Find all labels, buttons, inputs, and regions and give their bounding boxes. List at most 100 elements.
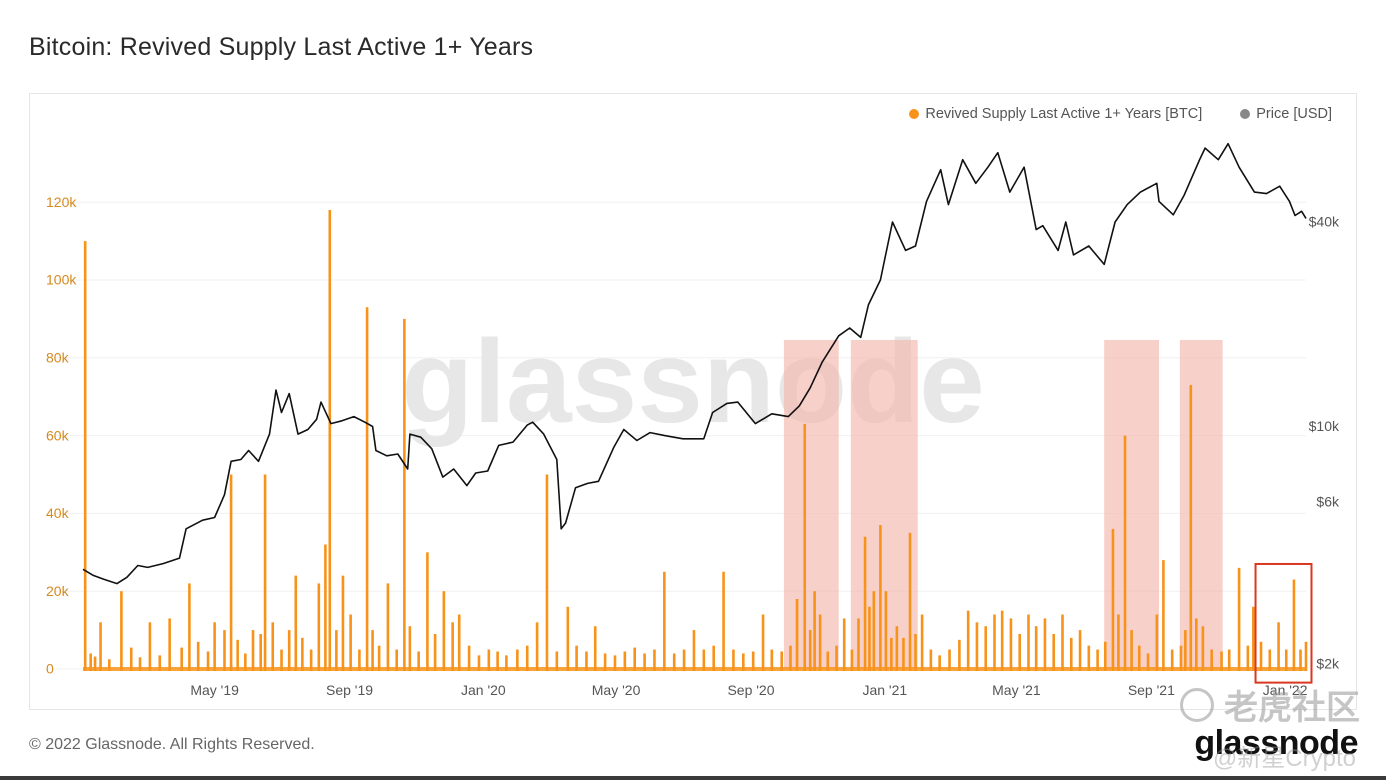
supply-bar: [857, 618, 860, 671]
supply-bar: [575, 645, 578, 671]
supply-bar: [324, 544, 327, 671]
supply-bar: [929, 649, 933, 671]
supply-bar: [158, 655, 162, 671]
supply-bar: [83, 241, 87, 671]
supply-bar: [835, 645, 838, 671]
supply-bar: [884, 591, 888, 671]
supply-bar: [1061, 614, 1064, 671]
copyright-footer: © 2022 Glassnode. All Rights Reserved.: [29, 736, 315, 753]
supply-bar: [1246, 645, 1250, 671]
left-axis-tick-label: 0: [46, 661, 54, 677]
supply-bar: [251, 630, 255, 671]
supply-bar: [213, 622, 216, 671]
supply-bar: [1069, 637, 1073, 671]
legend-item-supply[interactable]: Revived Supply Last Active 1+ Years [BTC…: [909, 106, 1202, 122]
supply-bar: [377, 645, 381, 671]
community-logo-icon: [1180, 687, 1214, 722]
left-axis-tick-label: 60k: [46, 427, 70, 443]
left-axis-tick-label: 40k: [46, 505, 70, 521]
supply-bar: [672, 653, 676, 671]
supply-bar: [487, 649, 491, 671]
supply-bar: [633, 647, 637, 671]
right-axis-tick-label: $6k: [1316, 494, 1340, 510]
legend-price-label: Price [USD]: [1256, 106, 1332, 122]
supply-bar: [1146, 653, 1150, 671]
supply-bar: [692, 630, 696, 671]
supply-bar: [984, 626, 988, 671]
supply-bar: [433, 633, 437, 671]
supply-bar: [403, 318, 406, 671]
supply-bar: [1130, 630, 1133, 671]
supply-bar: [386, 583, 390, 671]
supply-bar: [1284, 649, 1288, 671]
supply-bar: [505, 655, 508, 671]
shaded-regions: [783, 340, 1223, 669]
x-axis-tick-label: May '19: [190, 682, 239, 698]
supply-bar: [496, 651, 499, 671]
supply-bar: [585, 651, 588, 671]
supply-bar: [895, 626, 899, 671]
x-axis-tick-label: Jan '20: [461, 682, 506, 698]
left-axis-tick-label: 80k: [46, 350, 70, 366]
supply-bar: [457, 614, 461, 671]
supply-bars: [83, 209, 1308, 672]
supply-bar: [948, 649, 951, 671]
supply-bar: [1304, 641, 1308, 671]
supply-bar: [1184, 630, 1187, 671]
supply-bar: [1179, 645, 1183, 671]
supply-bar: [938, 655, 941, 671]
x-axis-tick-label: Sep '21: [1128, 682, 1175, 698]
supply-bar: [1043, 618, 1047, 671]
highlight-box: [1254, 562, 1313, 684]
supply-bar: [408, 626, 412, 671]
supply-bar: [643, 653, 646, 671]
left-axis-tick-label: 100k: [46, 272, 77, 288]
supply-bar: [1227, 649, 1231, 671]
supply-bar: [196, 641, 200, 671]
supply-bar: [920, 614, 924, 671]
supply-bar: [1078, 630, 1082, 671]
supply-bar: [1000, 610, 1004, 671]
supply-bar: [914, 633, 917, 671]
page-title: Bitcoin: Revived Supply Last Active 1+ Y…: [29, 33, 534, 61]
legend-item-price[interactable]: Price [USD]: [1240, 106, 1332, 122]
supply-bar: [770, 649, 774, 671]
supply-bar: [872, 591, 876, 671]
supply-bar: [818, 614, 822, 671]
supply-bar: [371, 630, 374, 671]
supply-bar: [593, 626, 597, 671]
left-axis-tick-label: 120k: [46, 194, 77, 210]
supply-bar: [722, 571, 725, 671]
supply-bar: [259, 633, 262, 671]
x-axis-tick-label: Jan '22: [1263, 682, 1308, 698]
supply-bar: [613, 655, 617, 671]
supply-bar: [780, 651, 784, 671]
supply-bar: [1268, 649, 1272, 671]
supply-bar: [271, 622, 275, 671]
right-axis-ticks: $2k $6k $10k $40k: [1309, 214, 1340, 672]
price-line: [82, 142, 1307, 585]
supply-bar: [301, 637, 304, 671]
supply-bar: [566, 606, 570, 671]
author-handle-watermark: @新星Crypto: [1212, 745, 1356, 772]
right-axis-tick-label: $40k: [1309, 214, 1340, 230]
shaded-region: [1179, 340, 1223, 669]
supply-bar: [1252, 606, 1255, 671]
supply-bar: [702, 649, 706, 671]
supply-bar: [180, 647, 184, 671]
supply-bar: [358, 649, 361, 671]
supply-bar: [1237, 567, 1241, 671]
supply-bar: [417, 651, 420, 671]
right-axis-tick-label: $10k: [1309, 418, 1340, 434]
supply-bar: [525, 645, 529, 671]
supply-bar: [516, 649, 519, 671]
chart-legend: Revived Supply Last Active 1+ Years [BTC…: [907, 105, 1334, 123]
supply-bar: [663, 571, 666, 671]
supply-bar: [603, 653, 607, 671]
supply-bar: [813, 591, 816, 671]
supply-bar: [328, 209, 332, 672]
supply-bar: [803, 423, 807, 671]
x-axis-tick-label: May '20: [592, 682, 641, 698]
supply-bar: [467, 645, 471, 671]
